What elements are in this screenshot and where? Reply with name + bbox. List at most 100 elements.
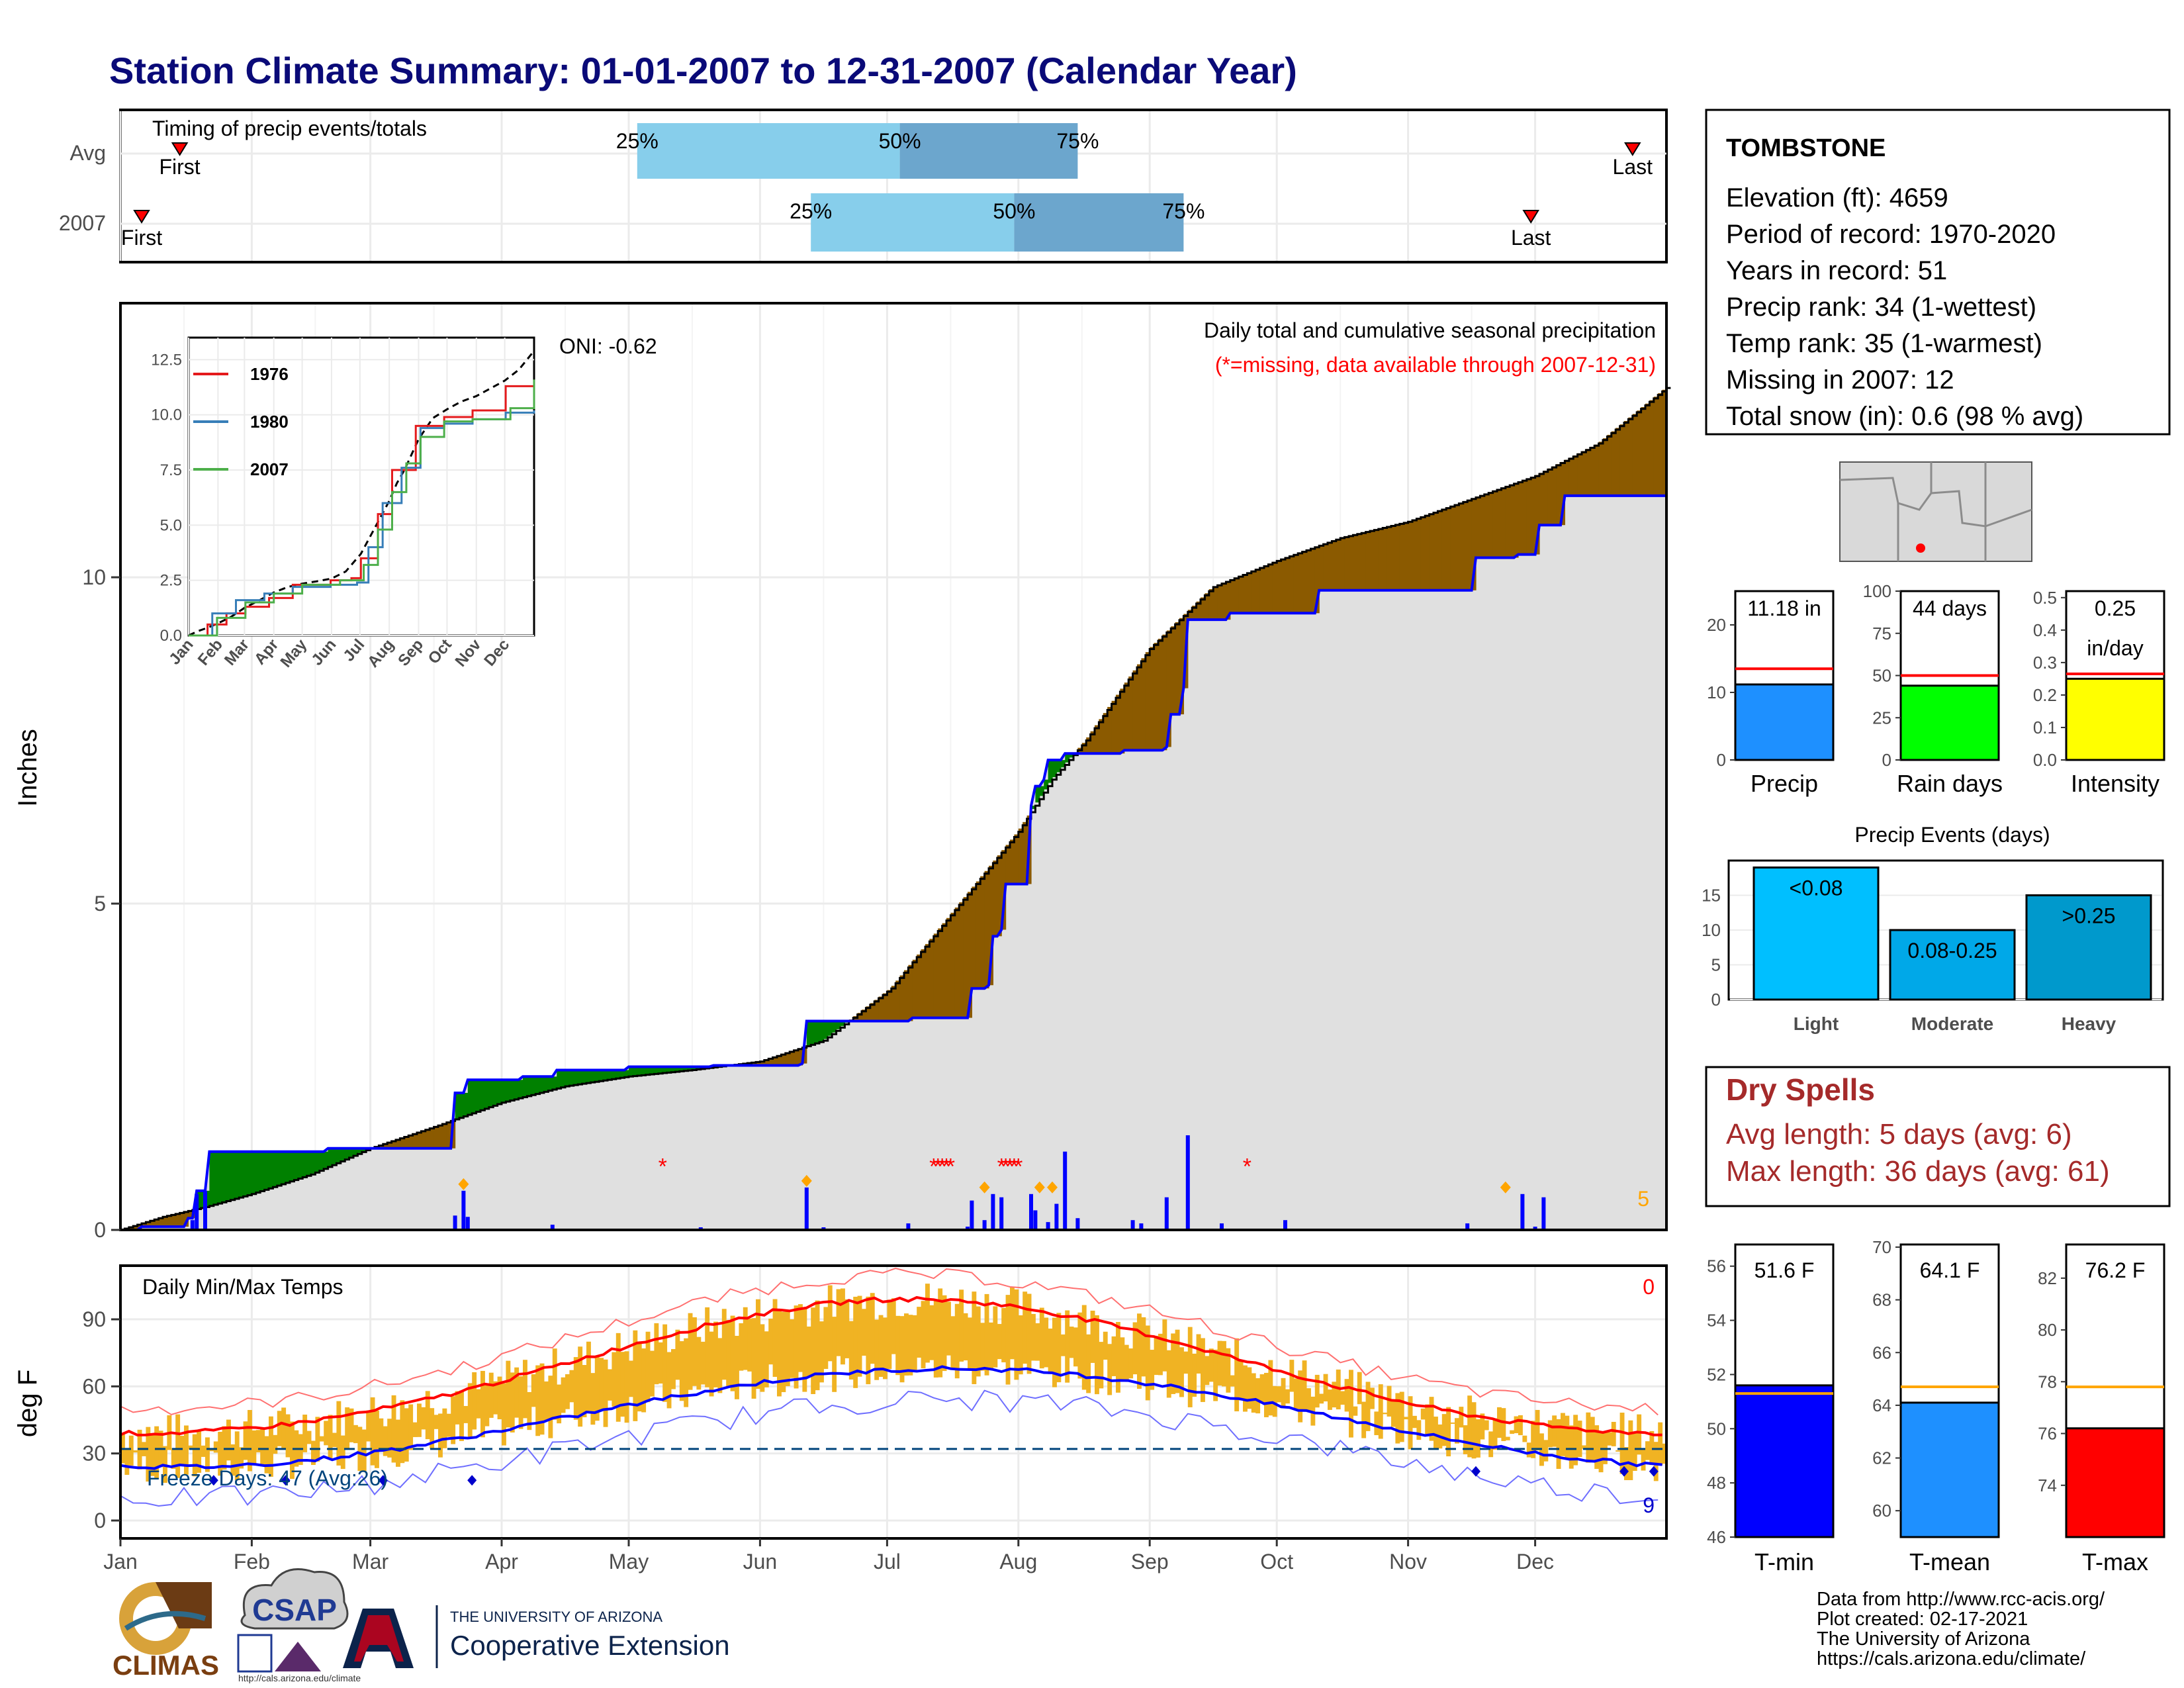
- deficit-fill: [1137, 664, 1142, 751]
- deficit-fill: [1577, 453, 1582, 496]
- surplus-fill: [1056, 760, 1062, 773]
- tgauge-tick: 80: [2038, 1320, 2057, 1340]
- daily-temp-range: [1014, 1289, 1019, 1380]
- deficit-fill: [1154, 643, 1159, 751]
- missing-day-marker: *: [1243, 1154, 1251, 1179]
- daily-temp-range: [590, 1373, 596, 1425]
- inset-series-2007: [189, 379, 535, 637]
- timing-Avg-last_label: Last: [1613, 155, 1653, 179]
- daily-temp-range: [1001, 1307, 1007, 1363]
- daily-temp-range: [1222, 1340, 1226, 1387]
- daily-temp-range: [827, 1285, 833, 1362]
- deficit-fill: [150, 1220, 155, 1227]
- daily-temp-range: [251, 1430, 257, 1465]
- deficit-fill: [1662, 389, 1667, 496]
- daily-temp-range: [438, 1413, 443, 1458]
- daily-precip-bar: [550, 1225, 555, 1230]
- temps-freeze-count: 9: [1643, 1493, 1655, 1517]
- tgauge-tick: 54: [1707, 1311, 1726, 1331]
- daily-temp-range: [539, 1363, 545, 1435]
- deficit-fill: [1095, 725, 1099, 754]
- daily-temp-range: [527, 1391, 532, 1430]
- deficit-fill: [1171, 626, 1176, 715]
- surplus-fill: [832, 1021, 837, 1033]
- deficit-fill: [1128, 676, 1134, 751]
- timing-Avg-q2-bar: [899, 123, 1078, 179]
- deficit-fill: [950, 912, 956, 1018]
- deficit-fill: [1569, 457, 1574, 496]
- daily-temp-range: [836, 1289, 841, 1356]
- surplus-fill: [578, 1070, 583, 1084]
- deficit-fill: [1455, 504, 1459, 590]
- daily-temp-range: [1645, 1441, 1650, 1460]
- events-category: Moderate: [1911, 1013, 1993, 1034]
- surplus-fill: [480, 1080, 485, 1110]
- deficit-fill: [1111, 700, 1116, 754]
- deficit-fill: [1086, 737, 1091, 754]
- surplus-fill: [1048, 760, 1053, 783]
- daily-temp-range: [188, 1445, 193, 1450]
- deficit-fill: [760, 1060, 765, 1066]
- deficit-fill: [929, 939, 934, 1018]
- daily-temp-range: [1319, 1393, 1324, 1404]
- station-line-6: Missing in 2007: 12: [1726, 365, 1954, 395]
- daily-temp-range: [1582, 1445, 1586, 1449]
- daily-temp-range: [705, 1307, 710, 1387]
- daily-temp-range: [400, 1400, 405, 1464]
- deficit-fill: [412, 1133, 418, 1149]
- daily-temp-range: [234, 1431, 240, 1481]
- daily-temp-range: [891, 1298, 896, 1354]
- daily-temp-range: [798, 1304, 803, 1372]
- locator-map: [1839, 461, 2032, 562]
- daily-temp-range: [688, 1313, 693, 1390]
- daily-precip-bar: [991, 1194, 995, 1230]
- deficit-fill: [146, 1221, 151, 1227]
- deficit-fill: [899, 975, 905, 1021]
- month-label-aug: Aug: [999, 1550, 1037, 1573]
- missing-day-marker: *: [1001, 1154, 1010, 1179]
- surplus-fill: [197, 1190, 202, 1209]
- tgauge-tick: 52: [1707, 1364, 1726, 1384]
- surplus-fill: [306, 1151, 312, 1176]
- daily-temp-range: [1259, 1374, 1265, 1403]
- events-category: Light: [1794, 1013, 1839, 1034]
- station-line-3: Years in record: 51: [1726, 256, 1947, 285]
- daily-temp-range: [1450, 1422, 1455, 1424]
- daily-temp-range: [1658, 1422, 1663, 1466]
- daily-temp-range: [1116, 1322, 1120, 1393]
- tgauge-value: 64.1 F: [1920, 1258, 1980, 1282]
- daily-temp-range: [1573, 1415, 1578, 1466]
- gauge-value: 11.18 in: [1747, 596, 1821, 620]
- daily-temp-range: [467, 1383, 473, 1437]
- deficit-fill: [1552, 466, 1557, 526]
- daily-temp-range: [658, 1342, 663, 1384]
- daily-temp-range: [1208, 1348, 1214, 1382]
- surplus-fill: [827, 1021, 833, 1036]
- daily-temp-range: [1162, 1319, 1167, 1372]
- daily-temp-range: [379, 1418, 384, 1452]
- daily-temp-range: [781, 1311, 786, 1393]
- daily-temp-range: [1247, 1367, 1252, 1409]
- daily-temp-range: [497, 1376, 502, 1420]
- daily-temp-range: [908, 1315, 913, 1376]
- surplus-fill: [506, 1080, 511, 1102]
- daily-temp-range: [1056, 1313, 1062, 1383]
- daily-temp-range: [1425, 1404, 1430, 1434]
- daily-temp-range: [959, 1289, 964, 1362]
- deficit-fill: [1510, 484, 1515, 558]
- inset-series-1976: [189, 385, 534, 637]
- deficit-fill: [802, 1047, 807, 1064]
- month-label-jul: Jul: [874, 1550, 901, 1573]
- ua-big-text: Cooperative Extension: [450, 1630, 730, 1661]
- deficit-fill: [1179, 618, 1184, 715]
- daily-temp-range: [756, 1299, 760, 1389]
- daily-temp-range: [510, 1372, 515, 1432]
- daily-temp-range: [608, 1369, 612, 1401]
- deficit-fill: [1383, 527, 1388, 590]
- deficit-fill: [785, 1052, 790, 1066]
- surplus-fill: [544, 1076, 549, 1092]
- deficit-fill: [781, 1054, 786, 1066]
- station-line-2: Period of record: 1970-2020: [1726, 220, 2056, 249]
- daily-temp-range: [387, 1419, 392, 1458]
- daily-temp-range: [1077, 1312, 1083, 1379]
